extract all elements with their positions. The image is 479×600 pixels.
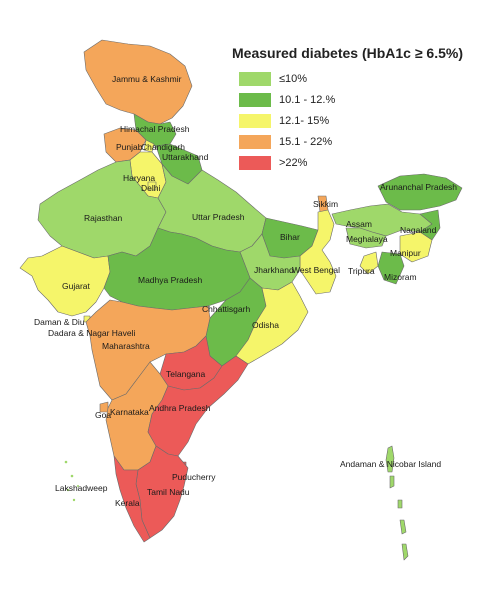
region-gujarat <box>19 245 111 317</box>
label-arunanchal-pradesh: Arunanchal Pradesh <box>380 182 457 192</box>
label-chandigarh: Chandigarh <box>141 142 185 152</box>
label-telangana: Telangana <box>166 369 206 379</box>
legend-label: >22% <box>279 157 308 169</box>
legend-title: Measured diabetes (HbA1c ≥ 6.5%) <box>232 45 463 61</box>
legend-swatch <box>239 156 271 170</box>
legend-label: 12.1- 15% <box>279 115 330 127</box>
region-lakshadweep <box>64 460 79 502</box>
label-karnataka: Karnataka <box>110 407 149 417</box>
label-chhattisgarh: Chhattisgarh <box>202 304 250 314</box>
label-haryana: Haryana <box>123 173 155 183</box>
island <box>72 498 76 502</box>
island <box>64 460 68 464</box>
region-tripura <box>359 251 379 275</box>
label-tripura: Tripura <box>348 266 375 276</box>
legend-swatch <box>239 93 271 107</box>
label-assam: Assam <box>346 219 372 229</box>
label-andhra-pradesh: Andhra Pradesh <box>149 403 211 413</box>
label-sikkim: Sikkim <box>313 199 338 209</box>
island <box>70 474 74 478</box>
label-puducherry: Puducherry <box>172 472 216 482</box>
legend-label: 15.1 - 22% <box>279 136 333 148</box>
label-rajasthan: Rajasthan <box>84 213 123 223</box>
legend-item: 10.1 - 12.% <box>239 91 472 109</box>
label-manipur: Manipur <box>390 248 421 258</box>
region-west-bengal <box>299 209 337 295</box>
region-odisha <box>235 281 309 365</box>
label-mizoram: Mizoram <box>384 272 417 282</box>
label-kerala: Kerala <box>115 498 140 508</box>
region-andaman-nicobar <box>385 445 409 561</box>
legend-label: 10.1 - 12.% <box>279 94 336 106</box>
label-gujarat: Gujarat <box>62 281 91 291</box>
label-nagaland: Nagaland <box>400 225 437 235</box>
label-punjab: Punjab <box>116 142 143 152</box>
label-meghalaya: Meghalaya <box>346 234 388 244</box>
region-delhi <box>147 181 157 191</box>
label-uttarakhand: Uttarakhand <box>162 152 209 162</box>
label-tamil-nadu: Tamil Nadu <box>147 487 190 497</box>
label-madhya-pradesh: Madhya Pradesh <box>138 275 203 285</box>
label-goa: Goa <box>95 410 111 420</box>
label-bihar: Bihar <box>280 232 300 242</box>
legend-label: ≤10% <box>279 73 308 85</box>
region-mizoram <box>377 251 405 285</box>
label-himachal-pradesh: Himachal Pradesh <box>120 124 190 134</box>
label-lakshadweep: Lakshadweep <box>55 483 108 493</box>
region-meghalaya <box>345 227 387 249</box>
label-delhi: Delhi <box>141 183 160 193</box>
label-uttar-pradesh: Uttar Pradesh <box>192 212 245 222</box>
label-jharkhand: Jharkhand <box>254 265 294 275</box>
label-odisha: Odisha <box>252 320 279 330</box>
region-jammu-kashmir <box>83 39 193 125</box>
legend-item: 15.1 - 22% <box>239 133 472 151</box>
label-andaman-nicobar: Andaman & Nicobar Island <box>340 459 441 469</box>
label-maharashtra: Maharashtra <box>102 341 150 351</box>
legend-swatch <box>239 114 271 128</box>
label-jammu-kashmir: Jammu & Kashmir <box>112 74 182 84</box>
legend-item: ≤10% <box>239 70 472 88</box>
legend-swatch <box>239 72 271 86</box>
map-legend: Measured diabetes (HbA1c ≥ 6.5%) ≤10% 10… <box>232 45 472 175</box>
label-daman-diu: Daman & Diu <box>34 317 85 327</box>
legend-item: 12.1- 15% <box>239 112 472 130</box>
region-andhra-pradesh <box>147 355 249 457</box>
region-arunanchal-pradesh <box>377 173 463 211</box>
label-west-bengal: West Bengal <box>292 265 340 275</box>
legend-swatch <box>239 135 271 149</box>
label-dadara-nagar-haveli: Dadara & Nagar Haveli <box>48 328 136 338</box>
region-kerala <box>113 455 151 543</box>
island <box>77 485 79 487</box>
island <box>66 488 70 492</box>
legend-item: >22% <box>239 154 472 172</box>
